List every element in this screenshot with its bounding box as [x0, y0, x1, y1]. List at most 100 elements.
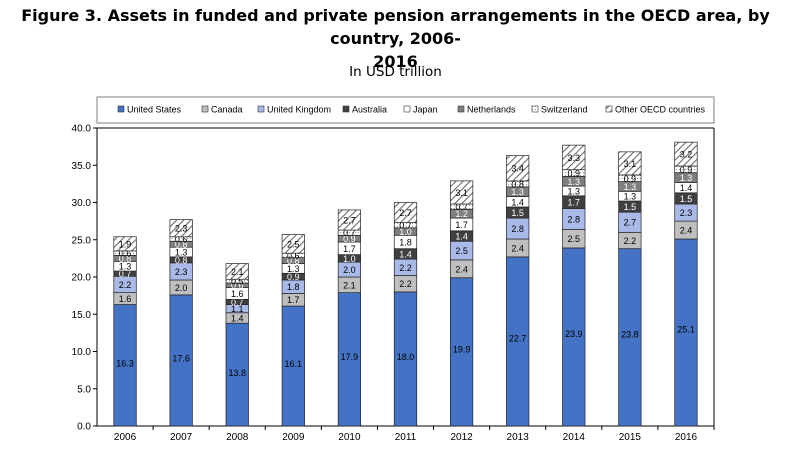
y-tick-label: 25.0	[72, 235, 92, 246]
data-label: 2.3	[680, 208, 693, 218]
data-label: 1.0	[343, 254, 356, 264]
data-label: 1.2	[455, 209, 468, 219]
legend-swatch	[117, 105, 125, 113]
bar-segment	[393, 202, 418, 223]
data-label: 0.7	[399, 221, 412, 231]
data-label: 3.1	[455, 188, 468, 198]
data-label: 0.5	[231, 277, 244, 287]
data-label: 13.8	[228, 368, 246, 378]
legend-swatch	[605, 105, 613, 113]
bar-segment	[281, 234, 305, 254]
data-label: 0.8	[175, 240, 188, 250]
data-label: 0.7	[343, 228, 356, 238]
legend-label: Japan	[413, 105, 438, 115]
data-label: 1.0	[399, 227, 412, 237]
data-label: 1.3	[680, 173, 693, 183]
x-tick-label: 2010	[338, 432, 361, 443]
data-label: 2.4	[455, 264, 468, 274]
y-tick-label: 20.0	[72, 273, 92, 284]
data-label: 2.4	[511, 243, 524, 253]
data-label: 0.7	[119, 269, 132, 279]
data-label: 0.6	[175, 235, 188, 245]
legend-label: Switzerland	[541, 105, 588, 115]
data-label: 1.3	[568, 186, 581, 196]
data-label: 1.7	[287, 295, 300, 305]
x-tick-label: 2013	[507, 432, 530, 443]
y-tick-label: 15.0	[72, 310, 92, 321]
data-label: 2.5	[455, 246, 468, 256]
data-label: 0.6	[231, 281, 244, 291]
data-label: 1.4	[231, 313, 244, 323]
x-tick-label: 2007	[170, 432, 193, 443]
legend-swatch	[201, 105, 209, 113]
data-label: 0.9	[343, 234, 356, 244]
y-tick-label: 10.0	[72, 347, 92, 358]
legend-label: United Kingdom	[267, 105, 331, 115]
data-label: 0.8	[175, 255, 188, 265]
data-label: 1.5	[511, 208, 524, 218]
data-label: 0.6	[119, 249, 132, 259]
data-label: 1.4	[399, 249, 412, 259]
legend-swatch	[342, 105, 350, 113]
data-label: 0.8	[119, 254, 132, 264]
bar-segment	[449, 180, 474, 205]
legend-label: Canada	[211, 105, 243, 115]
data-label: 1.7	[568, 198, 581, 208]
data-label: 2.0	[175, 283, 188, 293]
x-tick-label: 2006	[114, 432, 137, 443]
data-label: 23.9	[565, 329, 583, 339]
bar-segment	[618, 151, 642, 176]
x-tick-label: 2011	[395, 432, 417, 443]
data-label: 0.8	[511, 179, 524, 189]
data-label: 1.5	[680, 194, 693, 204]
data-label: 1.3	[119, 262, 132, 272]
bar-segment	[225, 263, 249, 280]
data-label: 1.6	[119, 294, 132, 304]
bar-segment	[337, 209, 362, 231]
data-label: 2.7	[399, 208, 412, 218]
data-label: 25.1	[677, 324, 695, 334]
data-label: 2.4	[680, 226, 693, 236]
data-label: 19.9	[453, 344, 471, 354]
data-label: 17.9	[341, 352, 359, 362]
data-label: 3.2	[680, 150, 693, 160]
data-label: 1.8	[287, 282, 300, 292]
data-label: 1.3	[175, 248, 188, 258]
data-label: 3.1	[624, 159, 637, 169]
data-label: 16.1	[285, 359, 303, 369]
data-label: 1.7	[343, 244, 356, 254]
data-label: 2.7	[624, 218, 637, 228]
x-tick-label: 2014	[563, 432, 586, 443]
x-tick-label: 2008	[226, 432, 249, 443]
x-tick-label: 2012	[450, 432, 473, 443]
data-label: 0.7	[455, 202, 468, 212]
bar-segment	[113, 236, 137, 252]
data-label: 0.7	[231, 297, 244, 307]
legend-swatch	[531, 105, 539, 113]
data-label: 3.4	[511, 164, 524, 174]
data-label: 2.0	[343, 265, 356, 275]
data-label: 23.8	[621, 329, 639, 339]
chart-subtitle: In USD trillion	[349, 64, 442, 80]
chart-legend: United States Canada United Kingdom Austral…	[96, 96, 715, 124]
data-label: 2.5	[568, 234, 581, 244]
data-label: 1.4	[680, 183, 693, 193]
chart-title-line1: Figure 3. Assets in funded and private p…	[21, 6, 770, 48]
data-label: 0.9	[568, 169, 581, 179]
data-label: 2.3	[175, 224, 188, 234]
data-label: 1.1	[231, 304, 244, 314]
data-label: 0.6	[287, 251, 300, 261]
legend-label: Other OECD countries	[615, 105, 706, 115]
data-label: 2.1	[231, 267, 244, 277]
data-label: 3.3	[568, 153, 581, 163]
data-label: 1.4	[455, 232, 468, 242]
data-label: 2.3	[175, 267, 188, 277]
data-label: 1.8	[399, 237, 412, 247]
data-label: 0.9	[624, 174, 637, 184]
data-label: 22.7	[509, 334, 527, 344]
data-label: 1.3	[624, 182, 637, 192]
bar-segment	[506, 155, 530, 182]
data-label: 1.3	[568, 177, 581, 187]
data-label: 2.2	[399, 279, 412, 289]
